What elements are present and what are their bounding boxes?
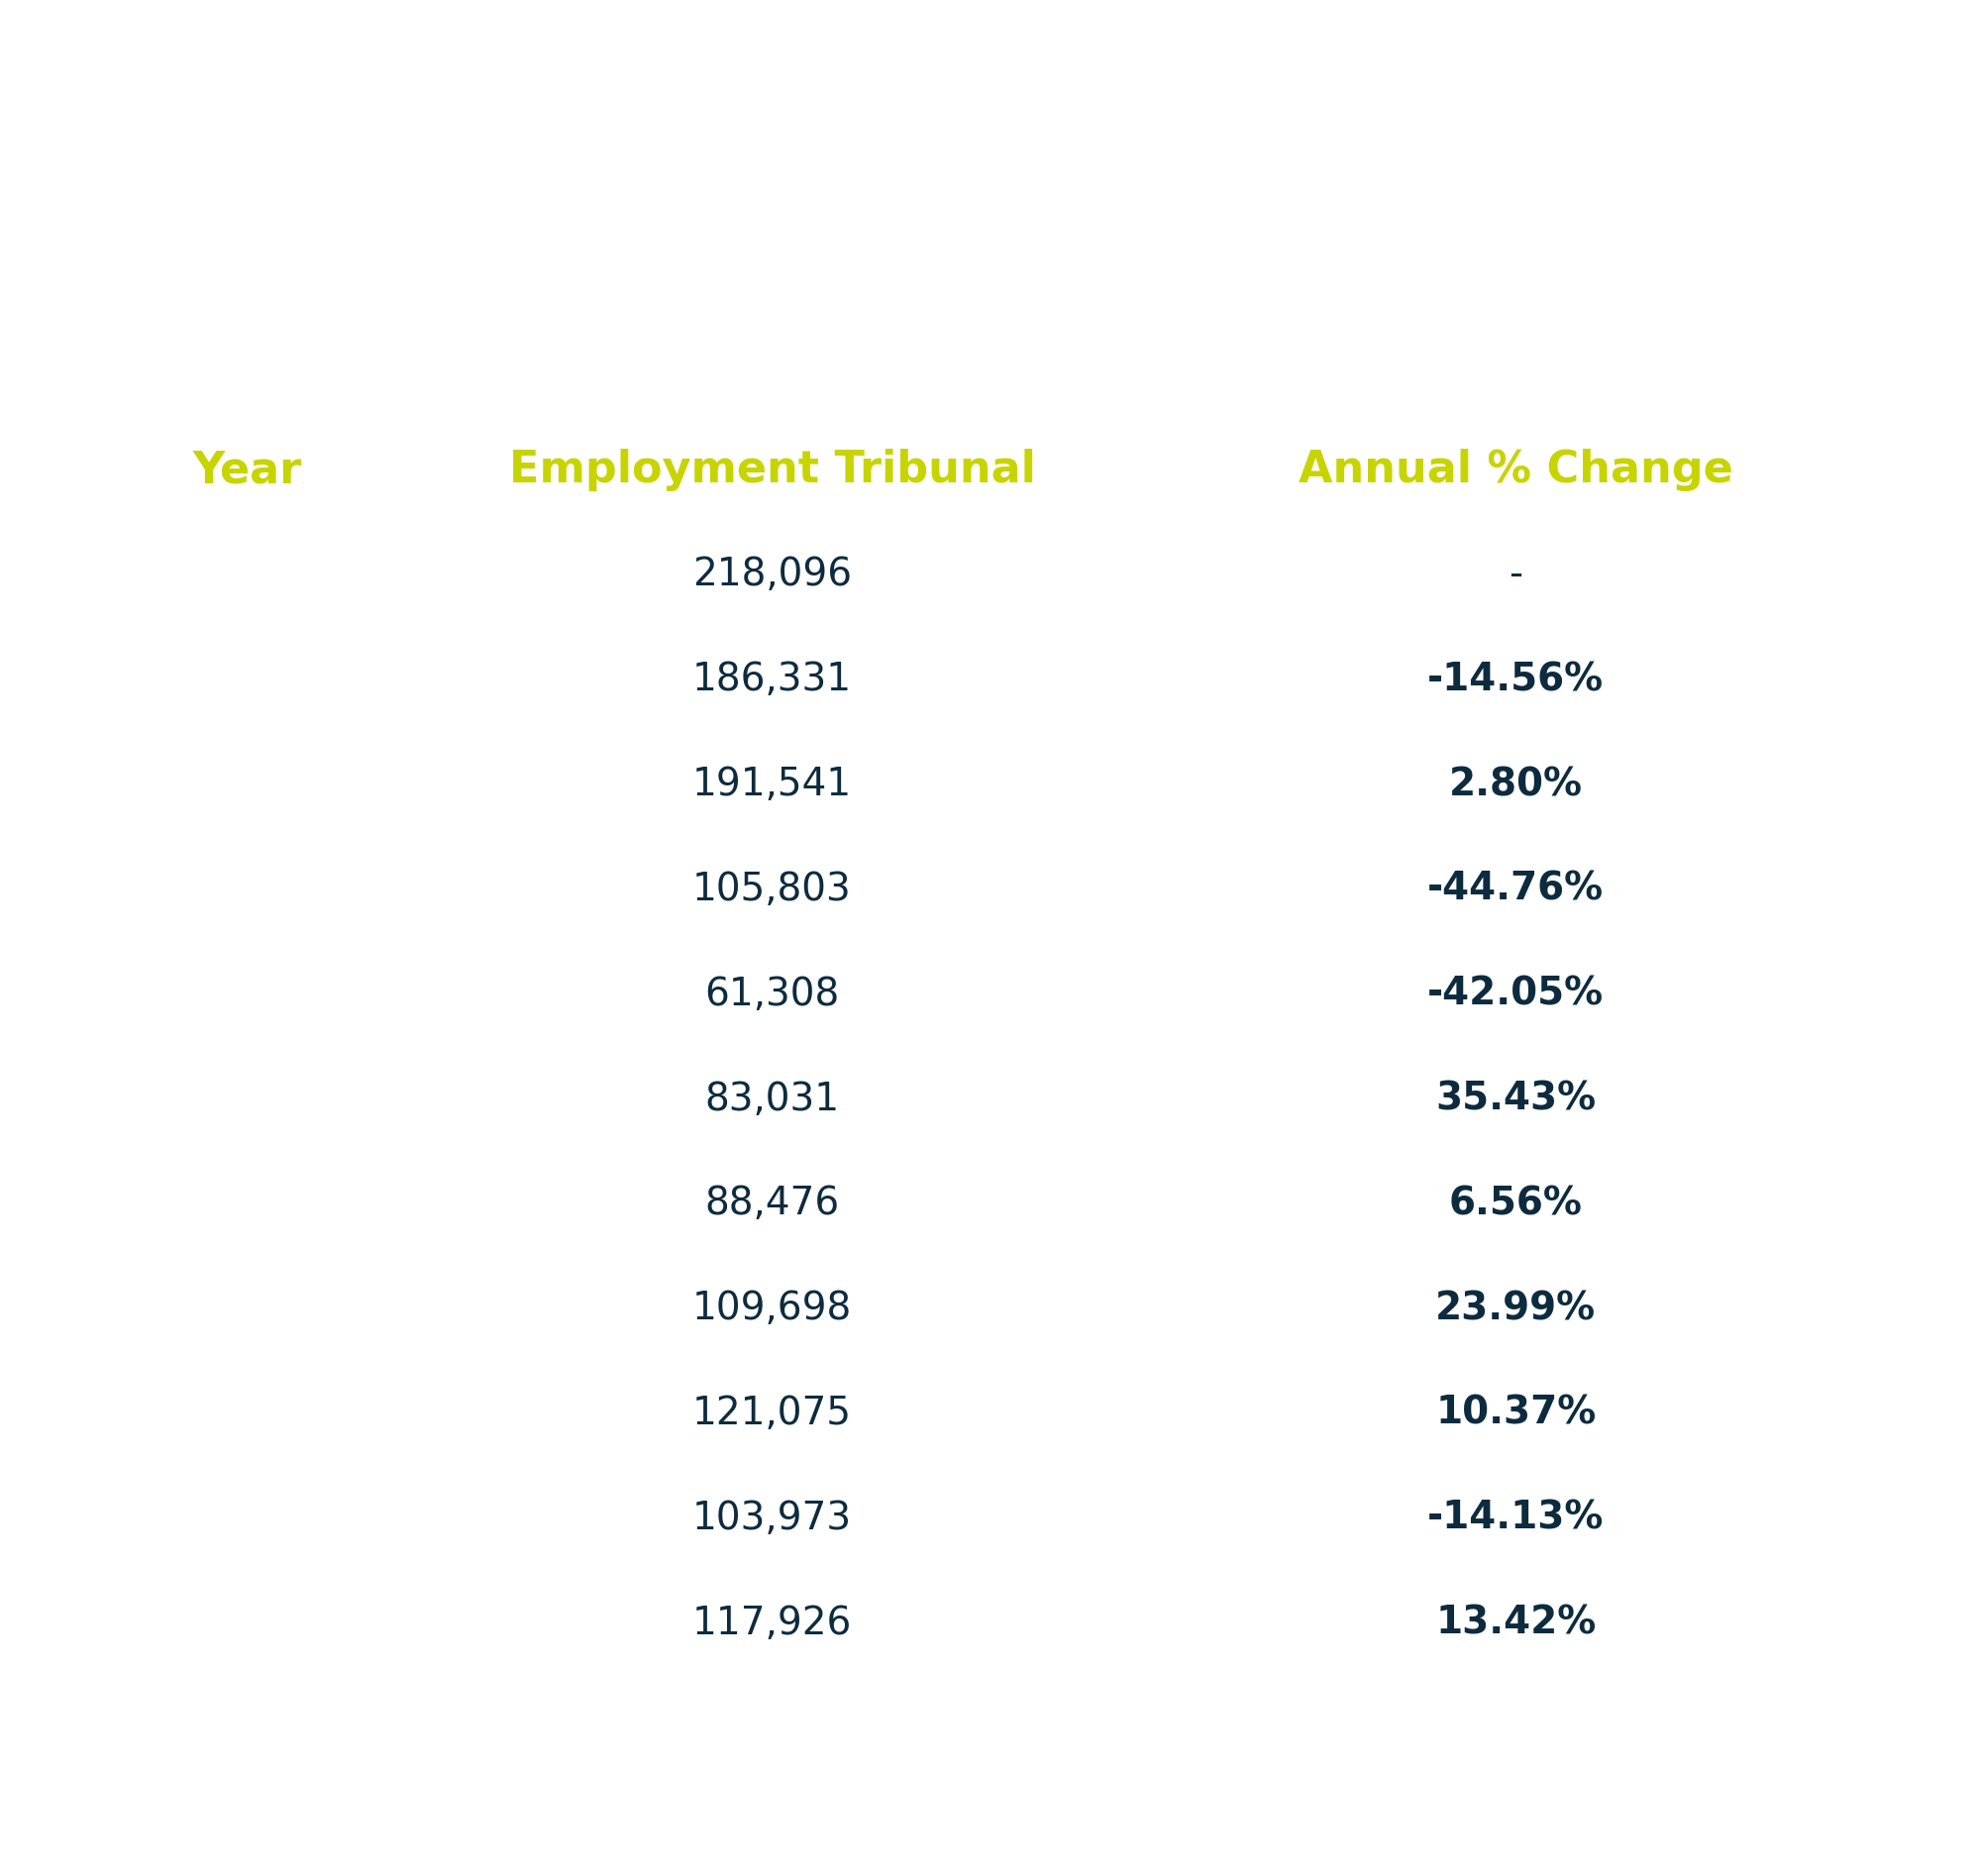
Text: 2020/21: 2020/21	[158, 1604, 335, 1642]
Text: employment tribunals since 2010/11: employment tribunals since 2010/11	[26, 206, 1955, 298]
Text: 61,308: 61,308	[705, 976, 840, 1013]
Text: -14.56%: -14.56%	[1428, 660, 1605, 698]
Text: 109,698: 109,698	[691, 1291, 852, 1328]
Text: Year: Year	[192, 448, 301, 492]
Text: -100,170: -100,170	[656, 1724, 887, 1769]
Text: 23.99%: 23.99%	[1436, 1291, 1597, 1328]
Text: 2016/17: 2016/17	[158, 1186, 335, 1223]
Text: 117,926: 117,926	[691, 1604, 852, 1642]
Text: Employment Tribunal: Employment Tribunal	[509, 448, 1036, 492]
Text: -42.05%: -42.05%	[1428, 976, 1605, 1013]
Text: -: -	[1510, 555, 1523, 593]
Text: 2011/12: 2011/12	[158, 660, 335, 698]
Text: -45.93%: -45.93%	[1408, 1724, 1622, 1769]
Text: 88,476: 88,476	[705, 1186, 840, 1223]
Text: 191,541: 191,541	[691, 765, 852, 803]
Text: -14.13%: -14.13%	[1428, 1499, 1605, 1536]
Text: 2017/18: 2017/18	[158, 1291, 335, 1328]
Text: 10.37%: 10.37%	[1436, 1394, 1597, 1431]
Text: Annual % Change: Annual % Change	[1298, 448, 1733, 492]
Text: 103,973: 103,973	[691, 1499, 852, 1536]
Text: 2019/20: 2019/20	[158, 1499, 335, 1536]
Text: Changes to the number of: Changes to the number of	[301, 71, 1680, 163]
Text: 2015/16: 2015/16	[158, 1081, 335, 1118]
Text: 2012/13: 2012/13	[158, 765, 335, 803]
Text: 186,331: 186,331	[691, 660, 852, 698]
Text: 2014/15: 2014/15	[158, 976, 335, 1013]
Text: 218,096: 218,096	[691, 555, 852, 593]
Text: 2.80%: 2.80%	[1448, 765, 1583, 803]
Text: 105,803: 105,803	[693, 870, 852, 908]
Text: 13.42%: 13.42%	[1436, 1604, 1597, 1642]
Text: -44.76%: -44.76%	[1428, 870, 1605, 908]
Text: 83,031: 83,031	[705, 1081, 840, 1118]
Text: 6.56%: 6.56%	[1448, 1186, 1583, 1223]
Text: 121,075: 121,075	[693, 1394, 852, 1431]
Text: 35.43%: 35.43%	[1436, 1081, 1597, 1118]
Text: 2013/14: 2013/14	[158, 870, 335, 908]
Text: 2010/11: 2010/11	[158, 555, 335, 593]
Text: 2018/19: 2018/19	[158, 1394, 335, 1431]
Text: 10 Year
Change: 10 Year Change	[149, 1700, 347, 1795]
